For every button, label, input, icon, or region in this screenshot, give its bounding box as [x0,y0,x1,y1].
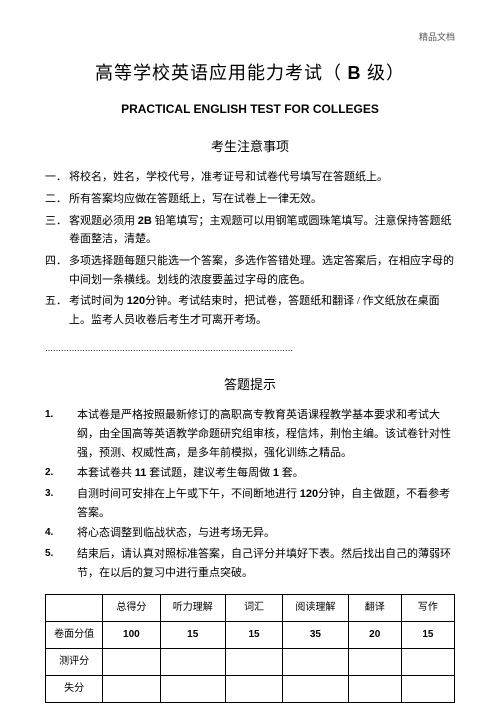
score-table: 总得分 听力理解 词汇 阅读理解 翻译 写作 卷面分值 100 15 15 35… [45,594,455,703]
tips-num: 1. [45,406,65,462]
table-cell [348,676,401,703]
notice-text: 将校名，姓名，学校代号，准考证号和试卷代号填写在答题纸上。 [69,168,455,187]
tips-num: 2. [45,464,65,483]
notice-item: 一． 将校名，姓名，学校代号，准考证号和试卷代号填写在答题纸上。 [45,168,455,187]
bold-number: 2B [138,215,152,227]
table-cell: 阅读理解 [283,595,348,622]
notice-list: 一． 将校名，姓名，学校代号，准考证号和试卷代号填写在答题纸上。 二． 所有答案… [45,168,455,330]
tips-num: 3. [45,485,65,522]
tips-text: 本套试卷共 11 套试题，建议考生每周做 1 套。 [65,464,455,483]
tips-num: 5. [45,545,65,582]
notice-text: 考试时间为 120分钟。考试结束时，把试卷，答题纸和翻译 / 作文纸放在桌面上。… [69,292,455,329]
title-bold: B [348,63,362,83]
tips-item: 5. 结束后，请认真对照标准答案，自己评分并填好下表。然后找出自己的薄弱环节，在… [45,545,455,582]
table-header-row: 总得分 听力理解 词汇 阅读理解 翻译 写作 [46,595,455,622]
tips-text: 自测时间可安排在上午或下午，不间断地进行 120分钟，自主做题，不看参考答案。 [65,485,455,522]
table-cell: 听力理解 [160,595,225,622]
table-cell: 卷面分值 [46,622,103,649]
sub-title: PRACTICAL ENGLISH TEST FOR COLLEGES [45,100,455,119]
tips-item: 4. 将心态调整到临战状态，与进考场无异。 [45,524,455,543]
bold-number: 120 [127,295,145,307]
text-part: 考试时间为 [69,295,127,307]
notice-item: 三． 客观题必须用 2B 铅笔填写；主观题可以用钢笔或圆珠笔填写。注意保持答题纸… [45,212,455,249]
table-cell [46,595,103,622]
table-row: 测评分 [46,649,455,676]
notice-num: 四． [45,252,69,289]
tips-item: 1. 本试卷是严格按照最新修订的高职高专教育英语课程教学基本要求和考试大纲，由全… [45,406,455,462]
title-part2: 级） [367,63,405,83]
text-part: 套试题，建议考生每周做 [146,467,273,479]
tips-header: 答题提示 [45,375,455,396]
divider: ⋯⋯⋯⋯⋯⋯⋯⋯⋯⋯⋯⋯⋯⋯⋯⋯⋯⋯⋯⋯⋯⋯⋯⋯⋯⋯⋯⋯⋯⋯⋯ [45,345,455,358]
table-row: 失分 [46,676,455,703]
main-title: 高等学校英语应用能力考试（ B 级） [45,59,455,88]
bold-number: 11 [135,467,147,479]
watermark-text: 精品文档 [45,30,455,44]
table-cell: 15 [401,622,454,649]
table-cell [103,649,160,676]
notice-header: 考生注意事项 [45,137,455,158]
tips-item: 2. 本套试卷共 11 套试题，建议考生每周做 1 套。 [45,464,455,483]
notice-item: 四． 多项选择题每题只能选一个答案，多选作答错处理。选定答案后，在相应字母的中间… [45,252,455,289]
notice-num: 五． [45,292,69,329]
notice-item: 二． 所有答案均应做在答题纸上，写在试卷上一律无效。 [45,190,455,209]
table-row: 卷面分值 100 15 15 35 20 15 [46,622,455,649]
tips-list: 1. 本试卷是严格按照最新修订的高职高专教育英语课程教学基本要求和考试大纲，由全… [45,406,455,582]
table-cell: 总得分 [103,595,160,622]
table-cell [283,649,348,676]
tips-text: 结束后，请认真对照标准答案，自己评分并填好下表。然后找出自己的薄弱环节，在以后的… [65,545,455,582]
table-cell [283,676,348,703]
table-cell [160,649,225,676]
notice-text: 所有答案均应做在答题纸上，写在试卷上一律无效。 [69,190,455,209]
table-cell [225,649,282,676]
text-part: 本套试卷共 [77,467,135,479]
table-cell: 35 [283,622,348,649]
table-cell [401,649,454,676]
table-cell [401,676,454,703]
text-part: 自测时间可安排在上午或下午，不间断地进行 [77,488,300,500]
table-cell [103,676,160,703]
bold-number: 120 [300,488,318,500]
text-part: 客观题必须用 [69,215,138,227]
text-part: 套。 [279,467,304,479]
table-cell [348,649,401,676]
notice-num: 三． [45,212,69,249]
notice-text: 客观题必须用 2B 铅笔填写；主观题可以用钢笔或圆珠笔填写。注意保持答题纸卷面整… [69,212,455,249]
table-cell: 15 [160,622,225,649]
table-cell: 15 [225,622,282,649]
tips-text: 本试卷是严格按照最新修订的高职高专教育英语课程教学基本要求和考试大纲，由全国高等… [65,406,455,462]
notice-num: 一． [45,168,69,187]
notice-text: 多项选择题每题只能选一个答案，多选作答错处理。选定答案后，在相应字母的中间划一条… [69,252,455,289]
table-cell [225,676,282,703]
table-cell [160,676,225,703]
table-cell: 词汇 [225,595,282,622]
table-cell: 失分 [46,676,103,703]
title-part1: 高等学校英语应用能力考试（ [95,63,342,83]
table-cell: 测评分 [46,649,103,676]
table-cell: 20 [348,622,401,649]
table-cell: 翻译 [348,595,401,622]
notice-num: 二． [45,190,69,209]
tips-text: 将心态调整到临战状态，与进考场无异。 [65,524,455,543]
notice-item: 五． 考试时间为 120分钟。考试结束时，把试卷，答题纸和翻译 / 作文纸放在桌… [45,292,455,329]
table-cell: 写作 [401,595,454,622]
tips-num: 4. [45,524,65,543]
tips-item: 3. 自测时间可安排在上午或下午，不间断地进行 120分钟，自主做题，不看参考答… [45,485,455,522]
table-cell: 100 [103,622,160,649]
